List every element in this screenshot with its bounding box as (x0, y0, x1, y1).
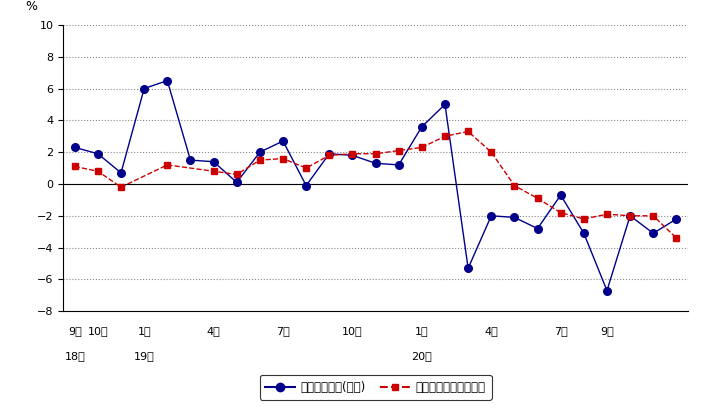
Text: 7月: 7月 (554, 325, 567, 336)
Text: 19年: 19年 (134, 351, 154, 361)
Legend: 現金給与総額(名目), きまって支給する給与: 現金給与総額(名目), きまって支給する給与 (260, 375, 491, 400)
Text: %: % (26, 0, 38, 13)
Text: 4月: 4月 (484, 325, 498, 336)
Text: 10月: 10月 (342, 325, 363, 336)
Text: 20年: 20年 (411, 351, 432, 361)
Text: 1月: 1月 (138, 325, 151, 336)
Text: 9月: 9月 (600, 325, 614, 336)
Text: 4月: 4月 (206, 325, 220, 336)
Text: 18年: 18年 (65, 351, 85, 361)
Text: 9月: 9月 (68, 325, 81, 336)
Text: 10月: 10月 (88, 325, 108, 336)
Text: 1月: 1月 (415, 325, 429, 336)
Text: 7月: 7月 (276, 325, 290, 336)
